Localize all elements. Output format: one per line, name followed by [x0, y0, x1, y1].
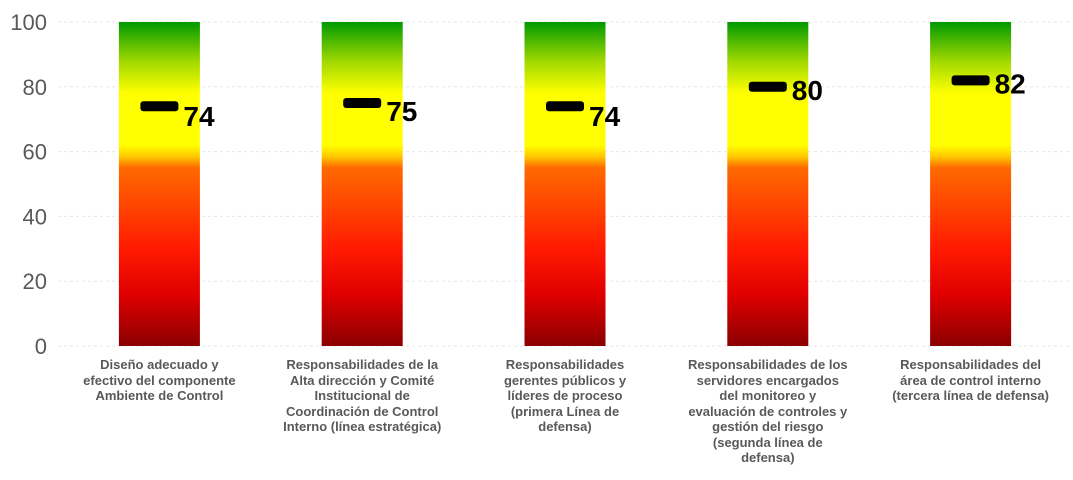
- data-labels: 74 75 74 80 82: [183, 68, 1025, 132]
- gradient-band: [118, 22, 200, 346]
- data-label: 75: [386, 96, 417, 127]
- data-label: 74: [589, 101, 621, 132]
- y-tick-label: 60: [23, 140, 47, 165]
- markers: [140, 75, 990, 112]
- y-tick-label: 20: [23, 269, 47, 294]
- gradient-band: [524, 22, 606, 346]
- y-tick-label: 0: [35, 334, 47, 359]
- value-marker: [748, 81, 787, 92]
- category-label: Responsabilidades de los servidores encar…: [687, 357, 848, 465]
- y-tick-label: 40: [23, 204, 47, 229]
- value-marker: [546, 101, 584, 112]
- y-tick-label: 80: [23, 75, 47, 100]
- category-label: Responsabilidades gerentes públicos y líde…: [503, 357, 627, 434]
- gradient-band: [727, 22, 809, 346]
- value-marker: [951, 75, 990, 86]
- bands: [118, 22, 1012, 346]
- data-label: 82: [995, 68, 1026, 99]
- value-marker: [343, 98, 382, 108]
- y-axis: 0 20 40 60 80 100: [10, 10, 47, 359]
- data-label: 80: [792, 75, 823, 106]
- y-tick-label: 100: [10, 10, 47, 35]
- gradient-band: [321, 22, 403, 346]
- category-label: Responsabilidades de la Alta dirección y …: [283, 357, 442, 434]
- data-label: 74: [183, 101, 215, 132]
- category-label: Responsabilidades del área de control int…: [892, 357, 1049, 403]
- category-label: Diseño adecuado y efectivo del componente…: [83, 357, 236, 403]
- value-marker: [140, 101, 179, 112]
